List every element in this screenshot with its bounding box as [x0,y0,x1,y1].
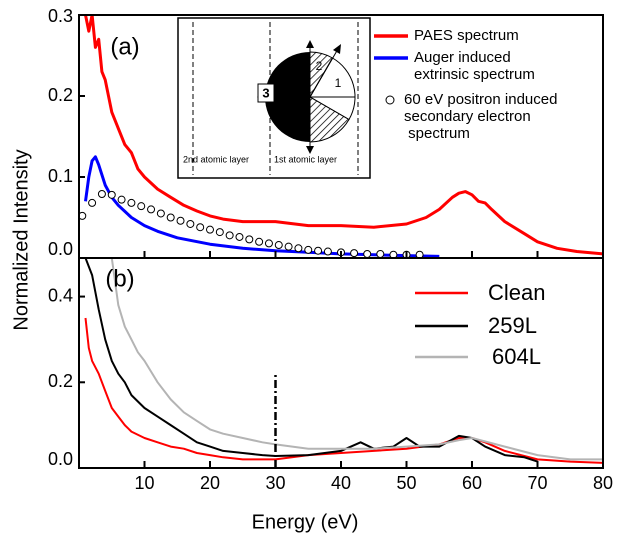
arrow [309,48,339,98]
data-point [284,242,293,251]
legend-label: 604L [492,344,541,369]
layer-label: 2nd atomic layer [183,154,249,164]
label-box [257,83,275,103]
series-line [84,155,440,258]
legend-label: Auger induced extrinsic spectrum [414,49,535,83]
panel-label: (a) [110,33,139,60]
data-point [176,216,185,225]
series-line [84,258,538,463]
layer-label: 1st atomic layer [274,154,337,164]
data-point [97,190,106,199]
data-point [117,195,126,204]
data-point [156,209,165,218]
data-point [245,235,254,244]
legend-label: 259L [488,313,537,338]
legend-label: Clean [488,280,546,305]
arrow-head [306,146,314,154]
data-point [196,223,205,232]
sector-label: 3 [262,85,269,100]
x-tick-label: 40 [331,473,351,493]
data-point [206,225,214,234]
data-point [235,232,244,241]
data-point [350,249,359,258]
data-point [255,237,264,246]
data-point [166,213,175,222]
data-point [389,250,398,258]
data-point [264,239,273,248]
data-point [323,247,332,256]
sector-3 [265,52,310,142]
data-point [304,245,313,254]
sector-label: 2 [316,59,323,73]
y-axis-label: Normalized Intensity [10,149,32,330]
data-point [363,249,372,258]
legend-label: 60 eV positron induced secondary electro… [404,91,558,142]
y-tick-label: 0.2 [48,85,73,105]
data-point [314,246,323,255]
data-point [225,231,234,240]
x-tick-label: 20 [200,473,220,493]
y-tick-label: 0.0 [48,239,73,259]
sector-hatched [309,96,350,143]
y-tick-label: 0.0 [48,449,73,469]
data-point [107,190,116,199]
data-point [88,198,97,207]
sector-1 [309,57,356,121]
y-tick-label: 0.2 [48,371,73,391]
series-group [84,258,603,464]
data-point [137,202,146,211]
x-tick-label: 30 [265,473,285,493]
arrow-head [306,40,314,48]
y-tick-label: 0.4 [48,285,73,305]
y-tick-label: 0.3 [48,6,73,26]
data-point [376,249,385,258]
legend-label: PAES spectrum [414,27,519,44]
x-tick-label: 70 [527,473,547,493]
x-tick-label: 80 [593,473,613,493]
data-point [127,198,136,207]
panel-label: (b) [105,265,134,292]
arrow-head [333,44,341,54]
x-tick-label: 50 [396,473,416,493]
data-point [186,219,195,228]
x-tick-label: 60 [462,473,482,493]
data-point [415,250,424,258]
series-line [110,258,603,461]
data-point [274,241,283,250]
series-line [84,15,603,256]
data-point [294,244,303,253]
series-group [79,15,603,258]
y-tick-label: 0.1 [48,166,73,186]
x-axis-label: Energy (eV) [252,511,359,533]
data-point [147,205,156,214]
data-point [215,228,224,237]
data-point [79,211,87,220]
legend-marker [385,95,395,105]
inset: 3 2 1 2nd atomic layer 1st atomic layer [177,17,371,179]
x-tick-label: 10 [134,473,154,493]
sector-label: 1 [335,76,342,90]
